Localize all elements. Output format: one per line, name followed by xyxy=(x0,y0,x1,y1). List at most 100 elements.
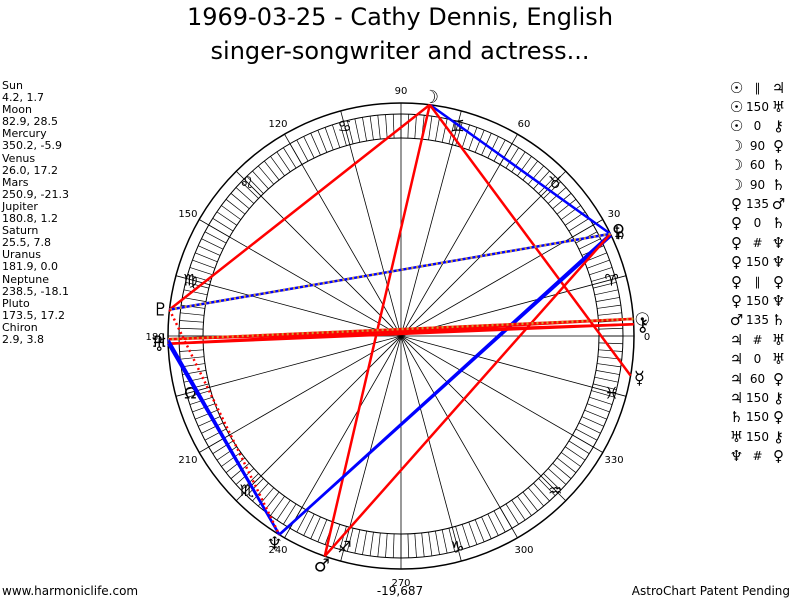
aspect-planet-b: ♆ xyxy=(771,253,786,272)
degree-tick xyxy=(533,170,550,190)
degree-tick xyxy=(362,117,367,142)
degree-tick xyxy=(505,147,519,169)
aspect-planet-a: ☽ xyxy=(729,175,744,194)
aspect-type: 90 xyxy=(749,177,766,192)
degree-tick xyxy=(181,363,205,368)
aspect-planet-b: ♂ xyxy=(771,195,786,214)
degree-tick xyxy=(552,193,572,209)
planet-glyph-moon: ☽ xyxy=(423,87,439,108)
aspect-planet-a: ☽ xyxy=(729,136,744,155)
degree-tick xyxy=(511,499,526,521)
degree-tick xyxy=(182,297,207,302)
degree-tick xyxy=(212,440,234,454)
planet-name-mars: Mars xyxy=(2,175,29,189)
chart-title-line-1: 1969-03-25 - Cathy Dennis, English xyxy=(186,3,614,31)
degree-tick xyxy=(180,356,205,360)
aspect-planet-a: ♂ xyxy=(729,311,744,330)
degree-tick xyxy=(597,363,621,368)
degree-label: 120 xyxy=(268,119,287,130)
degree-tick xyxy=(346,528,354,552)
aspect-planet-b: ♅ xyxy=(771,98,786,117)
degree-tick xyxy=(339,122,347,146)
degree-tick xyxy=(296,139,309,162)
planet-glyph-chiron: ⚷ xyxy=(636,315,649,336)
degree-tick xyxy=(543,473,561,491)
degree-tick xyxy=(221,452,242,467)
degree-tick xyxy=(385,114,388,139)
degree-tick xyxy=(461,124,470,148)
degree-tick xyxy=(204,428,227,441)
planet-glyph-uranus: ♅ xyxy=(151,335,167,356)
planet-glyph-saturn: ♄ xyxy=(611,223,627,244)
degree-tick xyxy=(428,116,433,140)
aspect-type: 60 xyxy=(749,371,766,386)
planet-coords-saturn: 25.5, 7.8 xyxy=(2,236,51,250)
degree-tick xyxy=(303,136,315,159)
degree-tick xyxy=(528,487,544,507)
planet-name-saturn: Saturn xyxy=(2,224,39,238)
degree-tick xyxy=(201,238,224,250)
degree-tick xyxy=(317,130,328,153)
planet-glyph-sun: ☉ xyxy=(634,309,650,330)
footer-website[interactable]: www.harmoniclife.com xyxy=(2,584,139,598)
aspect-row: ☉ 0 ⚷ xyxy=(728,117,787,136)
degree-tick xyxy=(230,463,250,479)
degree-tick xyxy=(283,503,297,525)
degree-tick xyxy=(189,267,213,276)
degree-tick xyxy=(533,482,550,502)
degree-tick xyxy=(377,532,381,557)
planet-coords-uranus: 181.9, 0.0 xyxy=(2,260,58,274)
aspect-planet-a: ♃ xyxy=(729,388,744,407)
degree-tick xyxy=(593,383,617,391)
aspect-row: ♃ # ♅ xyxy=(728,330,787,349)
degree-tick xyxy=(230,193,250,209)
aspect-row: ☽ 90 ♄ xyxy=(728,175,787,194)
degree-tick xyxy=(414,533,417,558)
degree-label: 300 xyxy=(514,545,533,556)
degree-tick xyxy=(591,274,615,282)
degree-tick xyxy=(578,238,601,250)
zodiac-sign-glyph: ♐ xyxy=(337,538,351,557)
aspect-planet-b: ⚷ xyxy=(773,427,784,446)
degree-label: 90 xyxy=(395,86,408,97)
aspect-type: 60 xyxy=(749,158,766,173)
zodiac-sign-glyph: ♈ xyxy=(604,271,618,290)
planet-name-neptune: Neptune xyxy=(2,272,50,286)
footer-value: -19,687 xyxy=(376,584,424,598)
planet-glyph-jupiter: ♃ xyxy=(151,330,167,351)
degree-tick xyxy=(517,156,532,177)
aspect-line xyxy=(169,232,611,311)
aspect-planet-a: ☉ xyxy=(729,78,744,97)
aspect-row: ☽ 90 ♀ xyxy=(728,136,787,155)
footer-patent: AstroChart Patent Pending xyxy=(631,584,790,598)
aspect-planet-b: ♀ xyxy=(773,272,784,291)
aspect-planet-a: ♀ xyxy=(731,253,742,272)
degree-label: 150 xyxy=(178,209,197,220)
degree-tick xyxy=(493,510,506,533)
degree-tick xyxy=(547,468,567,485)
degree-tick xyxy=(595,370,620,375)
degree-tick xyxy=(216,446,238,461)
planet-position-list: Sun 4.2, 1.7 Moon 82.9, 28.5 Mercury 350.2, -… xyxy=(2,79,69,346)
degree-tick xyxy=(560,452,581,467)
degree-tick xyxy=(481,516,492,539)
degree-label: 180 xyxy=(145,332,164,343)
degree-tick xyxy=(296,510,309,533)
degree-tick xyxy=(435,117,440,142)
degree-tick xyxy=(428,532,433,556)
aspect-row: ☉ 150 ♅ xyxy=(728,97,787,116)
aspect-line xyxy=(168,103,431,311)
degree-tick xyxy=(517,495,532,516)
aspect-type: # xyxy=(752,235,763,250)
degree-tick xyxy=(560,205,581,220)
aspect-row: ♀ # ♆ xyxy=(728,233,787,252)
aspect-planet-a: ♆ xyxy=(729,447,744,466)
aspect-type: # xyxy=(752,449,763,464)
degree-tick xyxy=(179,327,204,330)
aspect-row: ♀ 150 ♆ xyxy=(728,253,787,272)
aspect-line xyxy=(278,234,613,536)
aspect-planet-b: ⚷ xyxy=(773,388,784,407)
aspect-planet-a: ☉ xyxy=(729,117,744,136)
zodiac-sign-glyph: ♒ xyxy=(548,481,562,500)
